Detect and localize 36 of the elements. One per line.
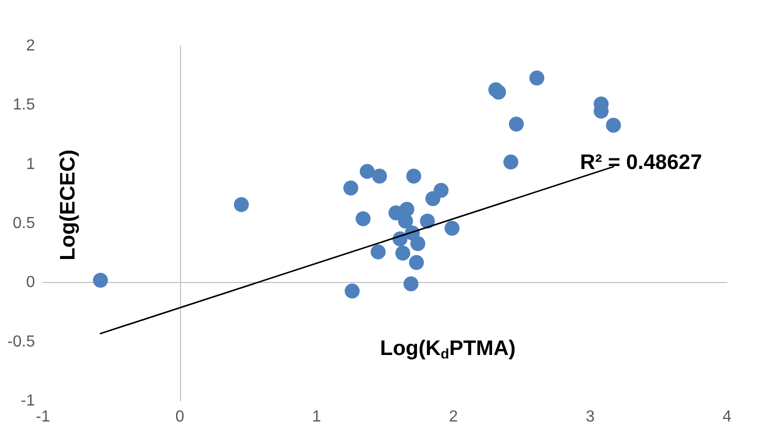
point [503, 154, 518, 170]
y-axis-title: Log(ECEC) [56, 150, 80, 260]
point [410, 236, 426, 252]
y-tick-label: 0 [26, 274, 36, 292]
point [344, 283, 360, 298]
point [406, 168, 422, 184]
point [408, 255, 424, 270]
y-tick-label: 0.5 [12, 215, 36, 232]
point [395, 246, 410, 261]
point [356, 211, 371, 226]
x-tick-label: 2 [448, 408, 458, 425]
point [370, 244, 386, 260]
point [92, 272, 108, 288]
x-tick-label: 1 [312, 408, 322, 425]
y-tick-label: 1.5 [12, 96, 36, 114]
point [234, 197, 249, 212]
y-tick-label: -1 [20, 392, 36, 410]
point [420, 214, 435, 229]
x-tick-label: 3 [586, 408, 595, 425]
point [508, 116, 524, 132]
x-tick-label: 0 [175, 408, 184, 425]
point [434, 182, 449, 198]
y-tick-label: 2 [26, 38, 36, 54]
point [360, 164, 375, 179]
point [444, 220, 460, 236]
point [606, 118, 621, 133]
point [491, 84, 506, 100]
point [404, 276, 418, 292]
y-tick-label: 1 [26, 156, 36, 173]
x-tick-label: 4 [722, 408, 732, 425]
annotation: R² = 0.48627 [580, 151, 702, 174]
point [343, 180, 358, 196]
point [372, 168, 388, 184]
point [398, 214, 414, 229]
point [529, 70, 544, 86]
y-tick-label: -0.5 [7, 333, 36, 350]
